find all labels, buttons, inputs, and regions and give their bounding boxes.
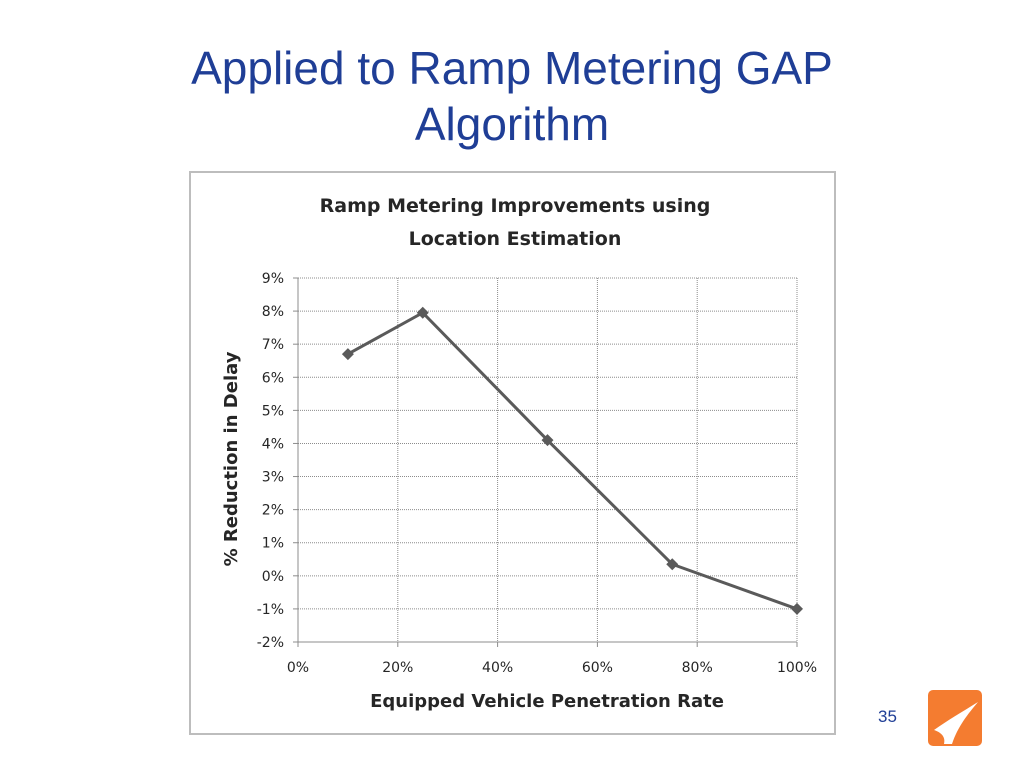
chart-title-line-2: Location Estimation xyxy=(409,228,622,250)
y-tick-label: 7% xyxy=(262,337,284,353)
y-tick-label: 4% xyxy=(262,436,284,452)
slide-title-line-2: Algorithm xyxy=(414,98,610,150)
data-point-marker xyxy=(541,434,554,447)
y-tick-label: 2% xyxy=(262,503,284,519)
data-point-marker xyxy=(416,306,429,319)
x-tick-label: 60% xyxy=(582,660,613,676)
chart-frame: Ramp Metering Improvements using Locatio… xyxy=(189,171,836,735)
x-axis-title: Equipped Vehicle Penetration Rate xyxy=(370,691,724,712)
data-point-marker xyxy=(341,348,354,361)
y-tick-label: 9% xyxy=(262,271,284,287)
y-axis-title: % Reduction in Delay xyxy=(221,351,242,566)
y-tick-label: 1% xyxy=(262,536,284,552)
y-tick-label: 3% xyxy=(262,470,284,486)
gridlines xyxy=(297,277,798,643)
slide-title: Applied to Ramp Metering GAP Algorithm xyxy=(0,40,1024,152)
y-tick-label: 0% xyxy=(262,569,284,585)
x-tick-label: 100% xyxy=(777,660,817,676)
y-tick-label: 8% xyxy=(262,304,284,320)
y-tick-label: -1% xyxy=(257,602,284,618)
y-tick-label: 6% xyxy=(262,370,284,386)
orange-swoosh-logo-icon xyxy=(928,690,982,746)
series-line xyxy=(347,310,798,611)
chart-title-line-1: Ramp Metering Improvements using xyxy=(320,195,711,217)
data-point-marker xyxy=(791,602,803,615)
x-tick-label: 20% xyxy=(382,660,413,676)
x-tick-label: 80% xyxy=(682,660,713,676)
y-tick-label: -2% xyxy=(257,635,284,651)
y-tick-label: 5% xyxy=(262,403,284,419)
series xyxy=(341,306,803,615)
data-point-marker xyxy=(666,558,679,571)
x-tick-label: 0% xyxy=(287,660,309,676)
x-tick-label: 40% xyxy=(482,660,513,676)
slide-title-line-1: Applied to Ramp Metering GAP xyxy=(191,42,833,94)
tick-labels: 9%8%7%6%5%4%3%2%1%0%-1%-2%0% 20% 40% 60% 80%… xyxy=(257,271,817,676)
line-chart: Ramp Metering Improvements using Locatio… xyxy=(221,195,817,712)
page-number: 35 xyxy=(878,707,897,726)
axes xyxy=(293,277,798,647)
